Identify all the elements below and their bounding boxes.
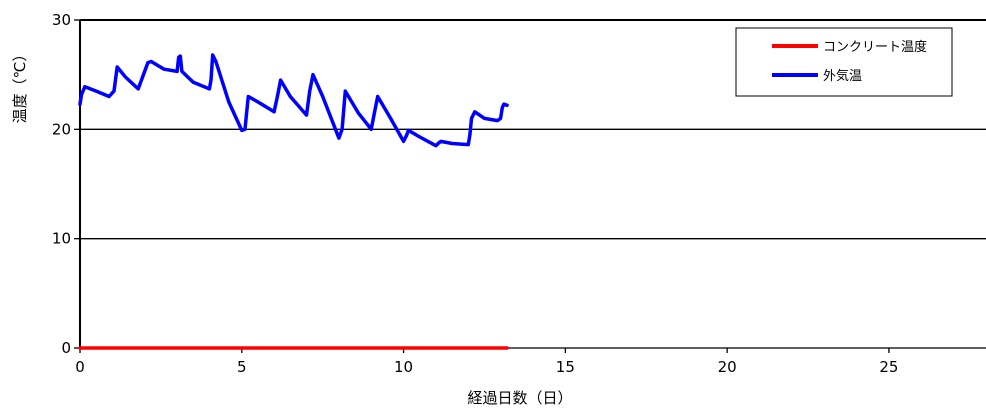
legend: コンクリート温度 外気温 — [735, 27, 953, 97]
x-tick-label: 25 — [879, 358, 898, 376]
y-tick-label: 0 — [61, 339, 71, 357]
x-tick-label: 10 — [394, 358, 413, 376]
x-axis-title: 経過日数（日） — [467, 389, 572, 407]
y-tick-label: 10 — [52, 230, 71, 248]
series-lines — [78, 53, 509, 350]
tick-labels: 0 10 20 30 0 5 10 15 20 25 — [52, 11, 899, 376]
legend-box — [735, 27, 953, 97]
legend-label-concrete: コンクリート温度 — [823, 39, 927, 55]
x-tick-label: 15 — [556, 358, 575, 376]
x-tick-label: 20 — [718, 358, 737, 376]
x-tick-label: 0 — [75, 358, 85, 376]
legend-label-air: 外気温 — [823, 68, 862, 84]
y-tick-label: 30 — [52, 11, 71, 29]
series-line-1 — [78, 53, 509, 148]
x-tick-label: 5 — [237, 358, 247, 376]
y-axis-title: 温度（℃） — [11, 47, 29, 124]
y-tick-label: 20 — [52, 120, 71, 138]
grid-lines — [80, 19, 986, 240]
